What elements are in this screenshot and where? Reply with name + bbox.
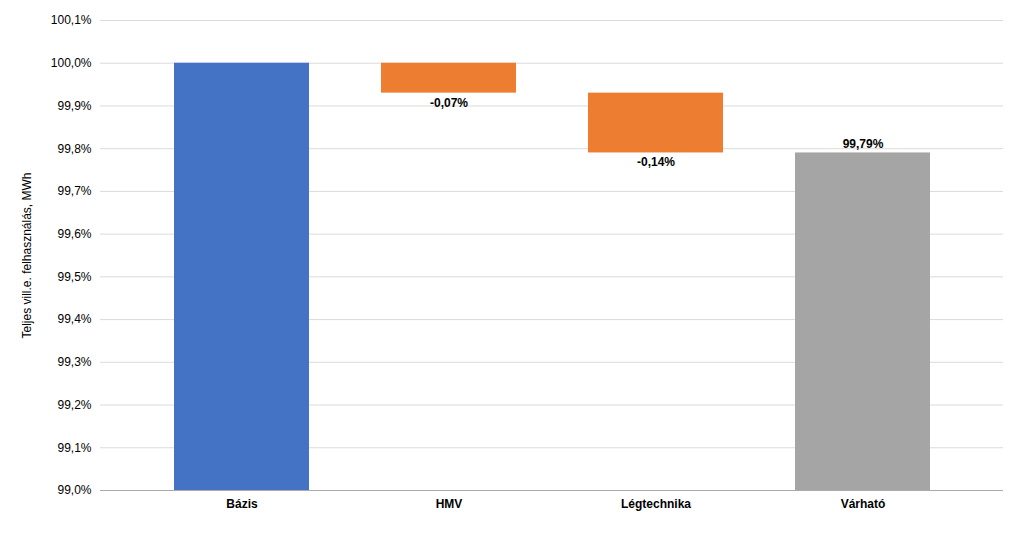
svg-text:Teljes vill.e. felhasználás, M: Teljes vill.e. felhasználás, MWh (20, 172, 34, 338)
svg-text:100,0%: 100,0% (51, 56, 92, 70)
svg-text:99,6%: 99,6% (57, 227, 91, 241)
svg-text:99,9%: 99,9% (57, 99, 91, 113)
svg-text:-0,14%: -0,14% (637, 155, 675, 169)
svg-text:99,3%: 99,3% (57, 355, 91, 369)
svg-text:99,7%: 99,7% (57, 184, 91, 198)
svg-text:99,0%: 99,0% (57, 483, 91, 497)
svg-text:99,2%: 99,2% (57, 398, 91, 412)
svg-text:99,5%: 99,5% (57, 270, 91, 284)
svg-text:99,79%: 99,79% (843, 137, 884, 151)
svg-text:99,8%: 99,8% (57, 142, 91, 156)
svg-text:99,4%: 99,4% (57, 312, 91, 326)
svg-text:HMV: HMV (436, 497, 463, 511)
svg-text:99,1%: 99,1% (57, 441, 91, 455)
svg-text:Várható: Várható (841, 497, 886, 511)
svg-text:Légtechnika: Légtechnika (621, 497, 691, 511)
svg-text:100,1%: 100,1% (51, 13, 92, 27)
svg-text:Bázis: Bázis (226, 497, 258, 511)
svg-text:-0,07%: -0,07% (430, 96, 468, 110)
